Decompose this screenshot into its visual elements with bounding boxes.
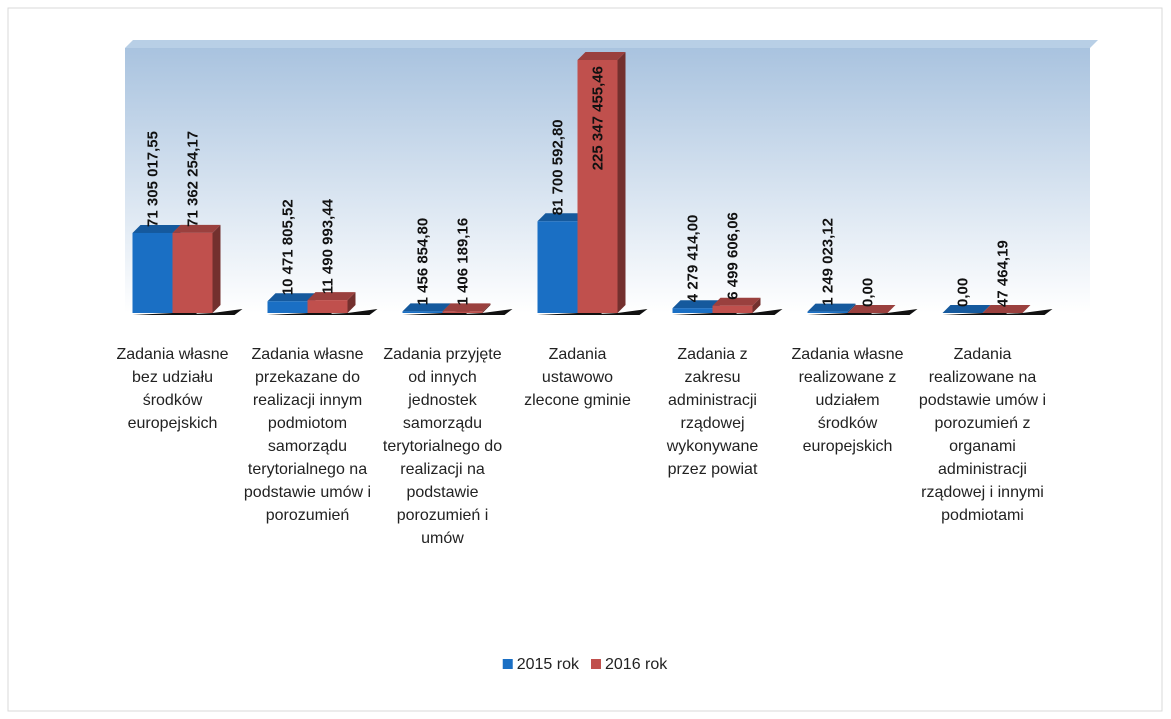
value-label: 0,00 (955, 278, 972, 307)
bar-top (267, 293, 316, 302)
bar-side (617, 52, 626, 313)
bar (267, 301, 308, 313)
bar-top (712, 297, 761, 306)
bar-top (942, 305, 991, 313)
bar-top (847, 305, 896, 313)
value-label: 1 406 189,16 (455, 218, 472, 306)
bar-side (482, 303, 491, 313)
bar-shadow (537, 309, 608, 315)
bar-shadow (712, 309, 783, 315)
value-label: 1 249 023,12 (820, 218, 837, 306)
plot-top (125, 40, 1098, 48)
legend-label: 2016 rok (605, 656, 668, 673)
x-tick-label: Zadania z zakresu administracji rządowej… (666, 346, 759, 478)
value-label: 225 347 455,46 (590, 66, 607, 170)
bar (402, 311, 443, 313)
bar (672, 308, 713, 313)
bar-top (982, 304, 1031, 313)
value-label: 81 700 592,80 (550, 119, 567, 215)
bar-shadow (942, 309, 1013, 315)
bar-shadow (442, 309, 513, 315)
value-label: 47 464,19 (995, 240, 1012, 307)
value-label: 4 279 414,00 (685, 215, 702, 303)
bar-top (132, 224, 181, 233)
bar (537, 221, 578, 313)
value-label: 1 456 854,80 (415, 218, 432, 306)
bar-top (402, 303, 451, 312)
bar (442, 311, 483, 313)
bar-top (537, 213, 586, 222)
value-label: 10 471 805,52 (280, 199, 297, 295)
bar-top (672, 300, 721, 309)
x-tick-label: Zadania własne bez udziału środków europ… (116, 346, 229, 432)
bar-shadow (847, 309, 918, 315)
bar-side (212, 224, 221, 313)
bar-shadow (307, 309, 378, 315)
bar (712, 305, 753, 313)
bar-shadow (402, 309, 473, 315)
bar (807, 311, 848, 313)
value-label: 6 499 606,06 (725, 212, 742, 300)
value-label: 0,00 (860, 278, 877, 307)
x-tick-label: Zadania własne realizowane z udziałem śr… (791, 346, 904, 455)
bar-shadow (172, 309, 243, 315)
bar (577, 60, 618, 313)
x-tick-label: Zadania ustawowo zlecone gminie (524, 346, 631, 409)
value-label: 11 490 993,44 (320, 198, 337, 294)
legend-label: 2015 rok (517, 656, 580, 673)
bar (172, 232, 213, 313)
x-tick-label: Zadania własne przekazane do realizacji … (243, 346, 372, 524)
bar-side (1022, 304, 1031, 313)
bar (307, 300, 348, 313)
bar-shadow (267, 309, 338, 315)
value-label: 71 362 254,17 (185, 131, 202, 227)
value-label: 71 305 017,55 (145, 131, 162, 227)
bar-shadow (577, 309, 648, 315)
legend-swatch (502, 659, 513, 669)
bar-shadow (672, 309, 743, 315)
bar-shadow (132, 309, 203, 315)
bar-side (752, 297, 761, 313)
bar-shadow (982, 309, 1053, 315)
x-tick-label: Zadania przyjęte od innych jednostek sam… (382, 346, 503, 547)
bar-top (307, 292, 356, 301)
bar-side (847, 303, 856, 313)
legend-swatch (591, 659, 601, 669)
bar (132, 232, 173, 313)
bar-side (347, 292, 356, 313)
bar-top (442, 303, 491, 312)
bar-top (577, 52, 626, 60)
bar-shadow (807, 309, 878, 315)
x-tick-label: Zadania realizowane na podstawie umów i … (918, 346, 1047, 524)
bar-top (807, 303, 856, 312)
bar-top (172, 224, 221, 233)
